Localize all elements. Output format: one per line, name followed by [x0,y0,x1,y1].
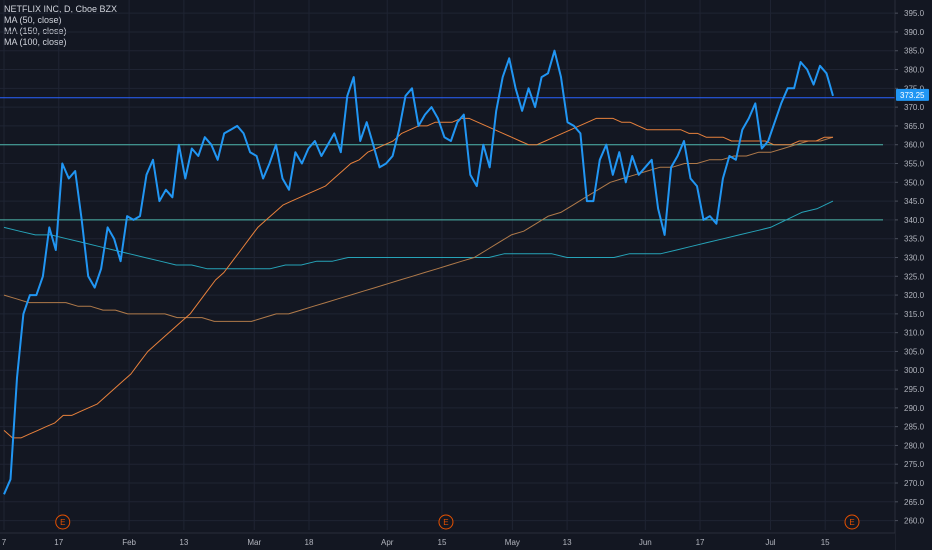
y-tick-label: 375.0 [904,84,925,93]
earnings-marker-label: E [60,518,65,527]
current-price-tag [896,88,929,101]
price-line [3,49,834,495]
x-tick-label: Feb [122,538,136,547]
earnings-marker [438,514,454,530]
y-tick-label: 290.0 [904,404,925,413]
y-tick-label: 285.0 [904,423,925,432]
x-tick-label: 15 [821,538,830,547]
y-tick-label: 295.0 [904,385,925,394]
legend-study-ma100[interactable]: MA (100, close) [4,37,67,47]
y-tick-label: 280.0 [904,441,925,450]
x-tick-label: 18 [305,538,314,547]
y-tick-label: 360.0 [904,141,925,150]
moving-average-line [3,136,834,322]
x-tick-label: 17 [54,538,63,547]
y-tick-label: 395.0 [904,9,925,18]
y-tick-label: 365.0 [904,122,925,131]
y-tick-label: 315.0 [904,310,925,319]
y-tick-label: 350.0 [904,178,925,187]
y-tick-label: 305.0 [904,347,925,356]
legend-study-ma50[interactable]: MA (50, close) [4,15,62,25]
x-tick-label: Jun [639,538,652,547]
earnings-marker-label: E [849,518,854,527]
earnings-marker [55,514,71,530]
y-tick-label: 270.0 [904,479,925,488]
moving-average-line [3,117,833,439]
y-tick-label: 355.0 [904,160,925,169]
x-tick-label: 7 [2,538,7,547]
earnings-marker [844,514,860,530]
legend-study-ma150[interactable]: MA (150, close) [4,26,67,36]
x-tick-label: 15 [438,538,447,547]
earnings-marker-label: E [443,518,448,527]
y-tick-label: 370.0 [904,103,925,112]
y-tick-label: 345.0 [904,197,925,206]
y-tick-label: 335.0 [904,235,925,244]
legend-title: NETFLIX INC, D, Cboe BZX [4,4,118,14]
y-tick-label: 325.0 [904,272,925,281]
moving-average-line [3,200,834,270]
y-tick-label: 320.0 [904,291,925,300]
x-tick-label: 13 [563,538,572,547]
x-tick-label: Mar [247,538,261,547]
x-tick-label: 13 [179,538,188,547]
x-tick-label: 17 [696,538,705,547]
time-axis [0,533,895,550]
x-tick-label: Apr [381,538,394,547]
current-price-label: 373.25 [900,91,925,100]
y-tick-label: 275.0 [904,460,925,469]
y-tick-label: 390.0 [904,28,925,37]
y-tick-label: 310.0 [904,329,925,338]
x-tick-label: Jul [765,538,775,547]
x-tick-label: May [505,538,520,547]
y-tick-label: 385.0 [904,47,925,56]
y-tick-label: 300.0 [904,366,925,375]
y-tick-label: 380.0 [904,66,925,75]
y-tick-label: 265.0 [904,498,925,507]
y-tick-label: 260.0 [904,517,925,526]
y-tick-label: 330.0 [904,253,925,262]
y-tick-label: 340.0 [904,216,925,225]
chart-legend: NETFLIX INC, D, Cboe BZX MA (50, close) … [4,4,117,48]
